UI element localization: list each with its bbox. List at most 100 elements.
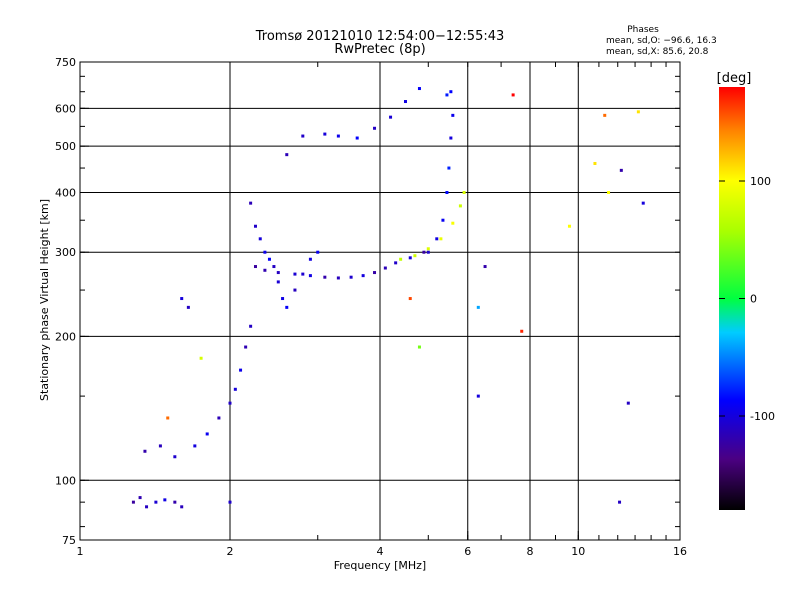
y-tick-label: 75 [62, 534, 76, 547]
data-point [426, 250, 430, 254]
y-tick-label: 750 [55, 56, 76, 69]
data-point [603, 113, 607, 117]
phases-title: Phases [627, 25, 659, 35]
data-point [205, 432, 209, 436]
phases-line-x: mean, sd,X: 85.6, 20.8 [606, 47, 709, 57]
chart-title: Tromsø 20121010 12:54:00−12:55:43 [255, 29, 505, 44]
series-0 [253, 250, 426, 280]
colorbar-tick-label: 100 [750, 175, 771, 188]
x-tick-label: 10 [571, 545, 585, 558]
data-point [145, 505, 149, 509]
x-axis-ticks: 1 2 4 6 8 10 16 [77, 62, 687, 558]
data-point [445, 93, 449, 97]
data-point [143, 449, 147, 453]
data-point [462, 190, 466, 194]
data-point [399, 257, 403, 261]
data-point [272, 265, 276, 269]
data-point [233, 387, 237, 391]
data-point [607, 190, 611, 194]
data-point [158, 444, 162, 448]
data-point [449, 136, 453, 140]
data-point [138, 496, 142, 500]
data-point [323, 132, 327, 136]
data-point [373, 271, 377, 275]
data-point [186, 305, 190, 309]
series-1 [249, 201, 320, 309]
data-point [483, 265, 487, 269]
data-point [355, 136, 359, 140]
data-point [449, 90, 453, 94]
data-point [244, 345, 248, 349]
y-axis-ticks: 75 100 200 300 400 500 600 750 [55, 56, 680, 547]
y-tick-label: 400 [55, 186, 76, 199]
y-tick-label: 600 [55, 102, 76, 115]
series-4 [143, 324, 253, 459]
data-point [276, 271, 280, 275]
colorbar-label: [deg] [717, 71, 752, 86]
data-point [154, 500, 158, 504]
series-2 [426, 90, 455, 254]
data-point [408, 297, 412, 301]
series-7 [166, 93, 645, 504]
data-point [520, 329, 524, 333]
x-tick-label: 6 [464, 545, 471, 558]
data-point [394, 261, 398, 265]
data-point [445, 190, 449, 194]
data-point [349, 275, 353, 279]
data-point [267, 257, 271, 261]
data-point [239, 368, 243, 372]
data-point [228, 500, 232, 504]
data-point [276, 280, 280, 284]
x-tick-label: 1 [77, 545, 84, 558]
data-point [301, 272, 305, 276]
data-point [417, 87, 421, 91]
data-point [217, 416, 221, 420]
x-tick-label: 2 [227, 545, 234, 558]
data-point [373, 126, 377, 130]
data-point [389, 115, 393, 119]
colorbar-tick-label: -100 [750, 410, 775, 423]
y-axis-label: Stationary phase Virtual Height [km] [38, 199, 51, 401]
x-axis-label: Frequency [MHz] [334, 559, 426, 572]
data-point [253, 224, 257, 228]
data-point [228, 401, 232, 405]
data-point [618, 500, 622, 504]
data-point [301, 134, 305, 138]
data-point [441, 218, 445, 222]
data-point [439, 237, 443, 241]
data-point [249, 324, 253, 328]
y-tick-label: 300 [55, 246, 76, 259]
data-point [258, 237, 262, 241]
chart-subtitle: RwPretec (8p) [334, 42, 425, 57]
data-point [447, 166, 451, 170]
data-points [131, 87, 645, 509]
data-point [263, 250, 267, 254]
data-point [451, 113, 455, 117]
x-tick-label: 8 [527, 545, 534, 558]
data-point [636, 110, 640, 114]
data-point [166, 416, 170, 420]
data-point [336, 276, 340, 280]
data-point [293, 288, 297, 292]
data-point [193, 444, 197, 448]
colorbar-tick-label: 0 [750, 293, 757, 306]
data-point [435, 237, 439, 241]
y-tick-label: 500 [55, 140, 76, 153]
data-point [458, 204, 462, 208]
data-point [285, 153, 289, 157]
grid-lines [80, 62, 680, 540]
data-point [316, 250, 320, 254]
data-point [323, 275, 327, 279]
data-point [180, 505, 184, 509]
data-point [641, 201, 645, 205]
data-point [626, 401, 630, 405]
data-point [163, 498, 167, 502]
series-3 [399, 190, 466, 261]
data-point [619, 168, 623, 172]
series-5 [131, 496, 232, 509]
y-tick-label: 100 [55, 474, 76, 487]
data-point [308, 257, 312, 261]
data-point [451, 221, 455, 225]
data-point [308, 274, 312, 278]
